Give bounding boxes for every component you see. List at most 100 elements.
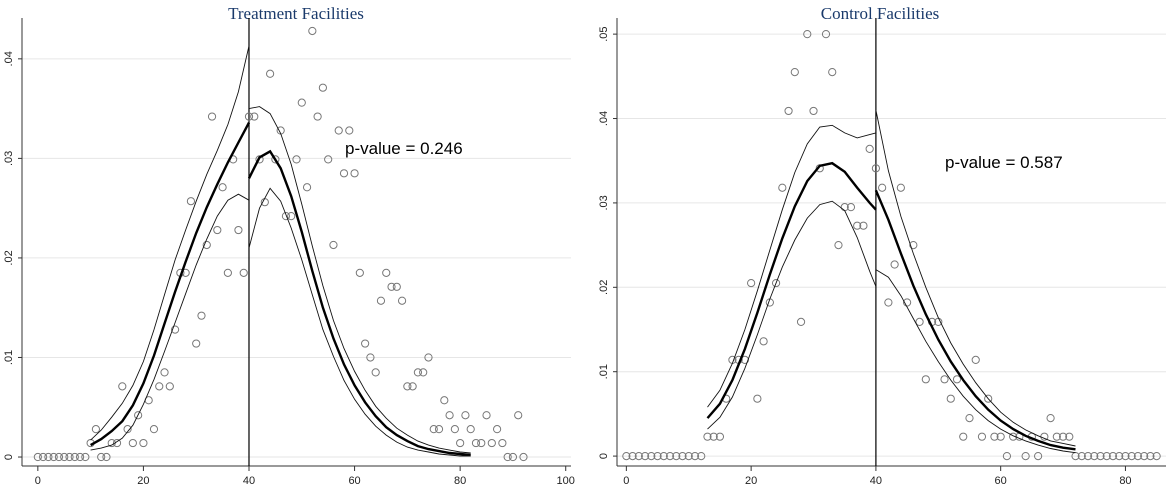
data-point: [672, 451, 681, 461]
data-point: [218, 183, 227, 192]
data-point: [1046, 414, 1055, 423]
data-point: [1146, 451, 1155, 461]
data-point: [622, 451, 631, 461]
y-tick-label: 0: [3, 454, 15, 460]
data-point: [759, 337, 768, 346]
data-point: [128, 438, 137, 448]
fitted-line: [874, 189, 1076, 451]
data-point: [990, 432, 999, 441]
data-point: [81, 452, 90, 462]
data-point: [139, 438, 148, 448]
data-point: [1009, 432, 1018, 441]
data-point: [514, 411, 523, 420]
data-point: [366, 353, 375, 362]
data-point: [186, 197, 196, 206]
fitted-line: [247, 149, 471, 457]
data-point: [940, 375, 949, 384]
data-point: [659, 451, 668, 461]
data-marks: [622, 18, 1161, 466]
x-tick-label: 40: [870, 475, 882, 487]
data-point: [250, 112, 259, 121]
data-point: [1127, 451, 1136, 461]
y-tick-label: .04: [598, 111, 610, 126]
data-point: [846, 203, 856, 212]
data-point: [1058, 432, 1068, 441]
data-point: [796, 317, 806, 327]
confidence-band-line: [248, 187, 471, 457]
data-point: [461, 411, 470, 420]
p-value-annotation: p-value = 0.246: [345, 139, 463, 158]
data-point: [909, 241, 918, 250]
data-point: [234, 225, 243, 235]
data-point: [387, 282, 396, 291]
x-tick-label: 60: [348, 475, 360, 487]
x-tick-label: 80: [454, 475, 466, 487]
data-point: [434, 425, 444, 434]
treatment-panel: Treatment Facilities 0 .01 .02 .03 .04 0 20 40 6…: [3, 4, 575, 487]
control-panel: Control Facilities 0 .01 .02 .03 .04 .05 0 20 40…: [598, 4, 1166, 487]
data-point: [984, 394, 993, 403]
x-tick-label: 60: [995, 475, 1007, 487]
data-point: [828, 68, 837, 77]
data-point: [790, 68, 799, 77]
data-point: [392, 282, 401, 291]
data-point: [197, 311, 206, 320]
data-point: [915, 317, 924, 327]
axes: 0 .01 .02 .03 .04 0 20 40 60 80 100: [3, 18, 575, 487]
data-point: [60, 452, 69, 462]
confidence-band-line: [875, 269, 1076, 454]
data-point: [49, 452, 58, 462]
data-point: [266, 69, 275, 78]
data-point: [771, 278, 781, 288]
data-point: [709, 432, 718, 441]
confidence-band-line: [707, 200, 877, 430]
data-point: [376, 296, 386, 305]
data-point: [39, 452, 48, 462]
data-point: [1002, 451, 1012, 461]
y-tick-label: .04: [3, 51, 15, 66]
data-point: [213, 225, 222, 235]
confidence-band-line: [90, 193, 250, 451]
data-point: [697, 451, 706, 461]
data-point: [971, 355, 980, 364]
data-point: [1108, 451, 1118, 461]
data-point: [678, 451, 687, 461]
data-point: [508, 452, 518, 462]
data-point: [371, 368, 380, 377]
data-point: [959, 432, 968, 441]
y-tick-label: .03: [3, 151, 15, 166]
data-point: [1133, 451, 1143, 461]
data-point: [1021, 451, 1030, 461]
data-point: [118, 382, 127, 391]
data-point: [281, 212, 291, 221]
x-tick-label: 0: [35, 475, 41, 487]
data-point: [134, 411, 143, 420]
data-point: [466, 425, 475, 434]
data-marks: [33, 18, 528, 466]
data-point: [1090, 451, 1099, 461]
data-point: [302, 183, 312, 192]
data-point: [97, 452, 106, 462]
data-point: [853, 221, 862, 230]
data-point: [324, 155, 333, 164]
data-point: [634, 451, 643, 461]
data-point: [1065, 432, 1074, 441]
data-point: [784, 106, 793, 116]
data-point: [1102, 451, 1111, 461]
y-tick-label: .05: [598, 26, 610, 41]
data-point: [471, 438, 481, 448]
confidence-band-line: [875, 110, 1076, 447]
data-point: [753, 394, 762, 403]
data-point: [75, 452, 85, 462]
data-point: [1115, 451, 1124, 461]
y-tick-label: .02: [598, 280, 610, 295]
data-point: [1096, 451, 1105, 461]
data-point: [1083, 451, 1093, 461]
axes: 0 .01 .02 .03 .04 .05 0 20 40 60 80: [598, 18, 1166, 487]
data-point: [44, 452, 53, 462]
data-point: [429, 425, 438, 434]
data-point: [33, 452, 42, 462]
data-point: [482, 411, 491, 420]
data-point: [456, 438, 465, 448]
